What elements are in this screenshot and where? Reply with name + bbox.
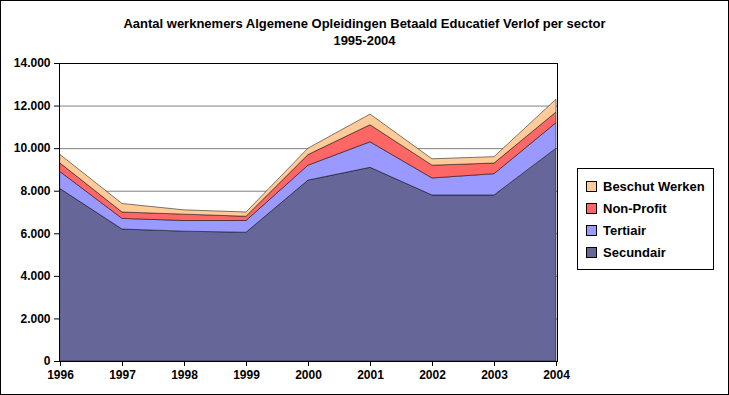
svg-text:2001: 2001	[357, 368, 384, 382]
svg-text:2002: 2002	[419, 368, 446, 382]
svg-text:1997: 1997	[109, 368, 136, 382]
html-text:1995-2004: 1995-2004	[333, 33, 396, 48]
svg-text:10.000: 10.000	[14, 141, 51, 155]
svg-text:2000: 2000	[295, 368, 322, 382]
svg-text:2003: 2003	[481, 368, 508, 382]
svg-text:2004: 2004	[543, 368, 570, 382]
html-text:Beschut Werken: Beschut Werken	[603, 178, 705, 194]
svg-text:2.000: 2.000	[20, 312, 50, 326]
html-text:Tertiair: Tertiair	[603, 222, 647, 238]
svg-text:8.000: 8.000	[20, 184, 50, 198]
svg-text:0: 0	[44, 354, 51, 368]
svg-text:6.000: 6.000	[20, 227, 50, 241]
svg-text:1999: 1999	[233, 368, 260, 382]
svg-text:1998: 1998	[171, 368, 198, 382]
html-text:Secundair: Secundair	[603, 244, 666, 260]
svg-text:1996: 1996	[47, 368, 74, 382]
svg-text:14.000: 14.000	[14, 56, 51, 70]
svg-text:12.000: 12.000	[14, 99, 51, 113]
svg-text:4.000: 4.000	[20, 269, 50, 283]
html-text:Non-Profit: Non-Profit	[603, 200, 667, 216]
html-text:Aantal werknemers Algemene Opl: Aantal werknemers Algemene Opleidingen B…	[123, 16, 606, 31]
